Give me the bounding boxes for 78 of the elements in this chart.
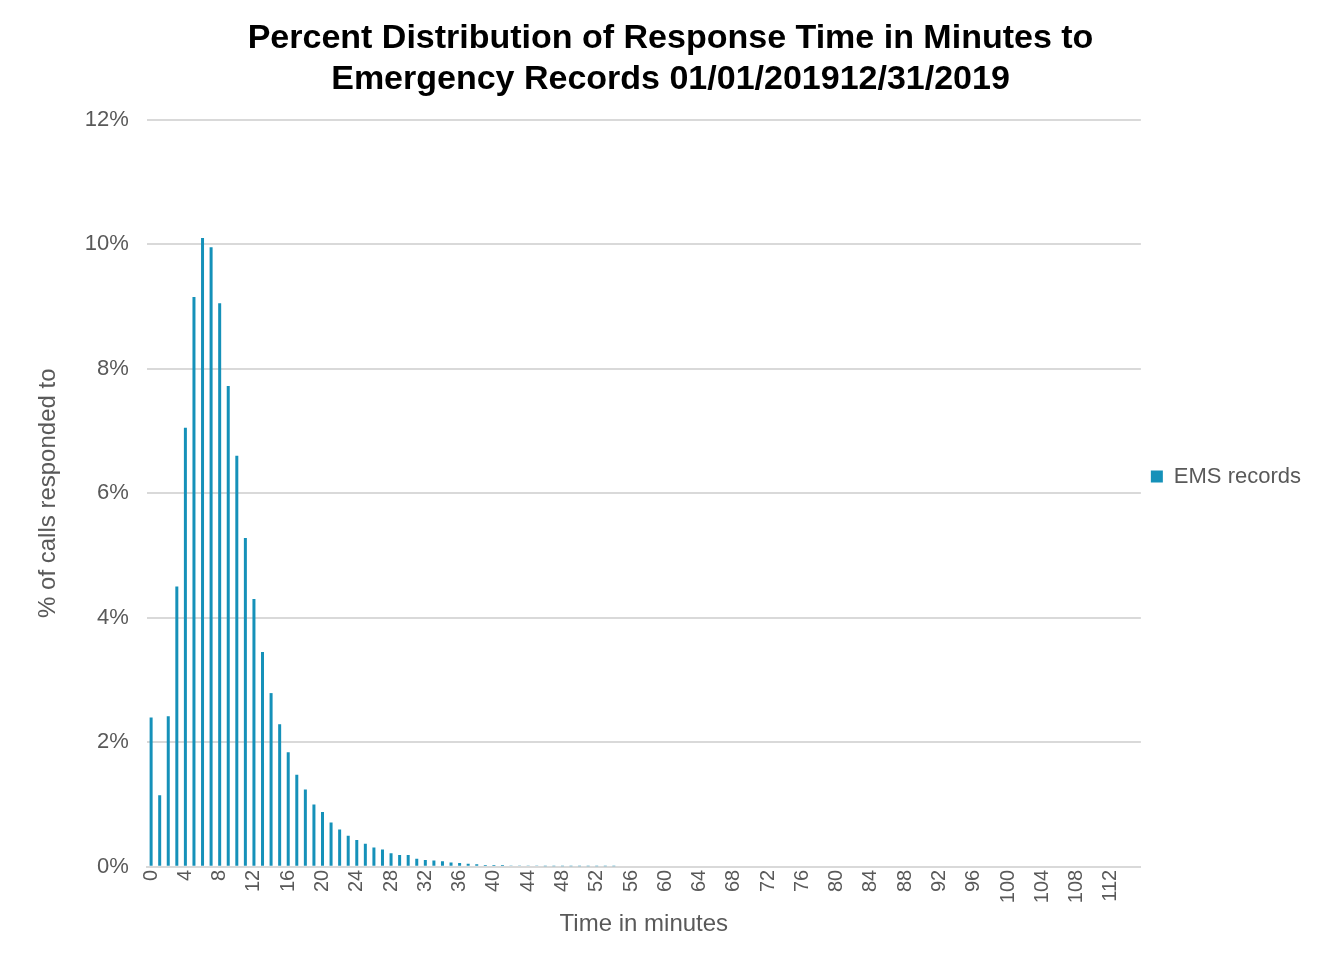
bar (449, 862, 453, 866)
x-tick-label: 24 (344, 869, 367, 893)
bar (338, 829, 342, 866)
bar (243, 538, 247, 866)
bar (415, 858, 419, 866)
x-tick-label: 4 (172, 869, 195, 881)
bar (201, 237, 205, 866)
bar (355, 840, 359, 866)
bar (406, 855, 410, 866)
bar (321, 812, 324, 866)
bar (372, 847, 376, 866)
bar (218, 303, 222, 866)
bar (261, 652, 265, 866)
x-tick-label: 56 (618, 869, 641, 893)
bar (286, 752, 290, 866)
bar (192, 297, 196, 866)
y-tick-label: 8% (97, 354, 129, 380)
x-tick-label: 68 (721, 869, 744, 893)
x-tick-label: 100 (995, 869, 1018, 904)
bar (363, 843, 367, 866)
bar (295, 774, 299, 866)
bar (269, 693, 273, 866)
bar (166, 716, 170, 866)
y-tick-label: 0% (97, 852, 129, 878)
bar (432, 860, 436, 866)
bar (423, 859, 427, 866)
legend-label: EMS records (1173, 462, 1302, 488)
x-tick-label: 12 (241, 869, 264, 893)
x-tick-label: 80 (824, 869, 847, 893)
bar (303, 789, 307, 866)
bar (252, 599, 256, 866)
y-axis-title: % of calls responded to (33, 368, 61, 618)
bar (440, 861, 444, 866)
bar (226, 386, 230, 866)
x-tick-label: 96 (961, 869, 984, 893)
x-tick-label: 72 (755, 869, 778, 893)
bar (175, 586, 179, 866)
bar (312, 804, 316, 866)
bar (329, 822, 333, 866)
x-tick-label: 108 (1064, 869, 1087, 904)
y-tick-label: 6% (97, 479, 129, 505)
bar (149, 717, 153, 866)
x-tick-label: 104 (1029, 869, 1052, 904)
x-tick-label: 112 (1098, 869, 1121, 902)
y-tick-label: 2% (97, 728, 129, 754)
x-tick-label: 36 (447, 869, 470, 893)
x-tick-label: 0 (138, 869, 161, 881)
y-tick-label: 10% (84, 230, 129, 256)
bar (183, 427, 187, 866)
bar (380, 849, 384, 866)
y-tick-label: 4% (97, 603, 129, 629)
x-tick-label: 20 (310, 869, 333, 893)
x-axis-title: Time in minutes (559, 909, 729, 937)
bar (389, 853, 393, 866)
bar (466, 863, 470, 866)
bar (346, 835, 350, 866)
x-tick-label: 84 (858, 869, 881, 893)
x-tick-label: 48 (549, 869, 572, 893)
bar (278, 724, 282, 866)
bar (235, 455, 239, 866)
x-tick-label: 32 (412, 869, 435, 893)
x-tick-label: 52 (584, 869, 607, 893)
x-tick-label: 8 (207, 869, 230, 881)
x-tick-label: 60 (652, 869, 675, 893)
x-tick-label: 76 (789, 869, 812, 893)
bar (458, 863, 462, 866)
bar (398, 855, 402, 866)
bar (158, 795, 162, 866)
x-tick-label: 44 (515, 869, 538, 893)
x-tick-label: 40 (481, 869, 504, 893)
chart-title: Percent Distribution of Response Time in Minutes to Emergency Records 01/01/201912/31/2019 (247, 16, 1094, 96)
x-tick-label: 92 (927, 869, 949, 893)
x-tick-label: 28 (378, 869, 401, 893)
x-tick-label: 16 (275, 869, 298, 893)
x-tick-label: 64 (687, 869, 710, 893)
y-tick-label: 12% (84, 105, 129, 131)
bar (209, 247, 213, 866)
x-tick-label: 88 (892, 869, 915, 893)
